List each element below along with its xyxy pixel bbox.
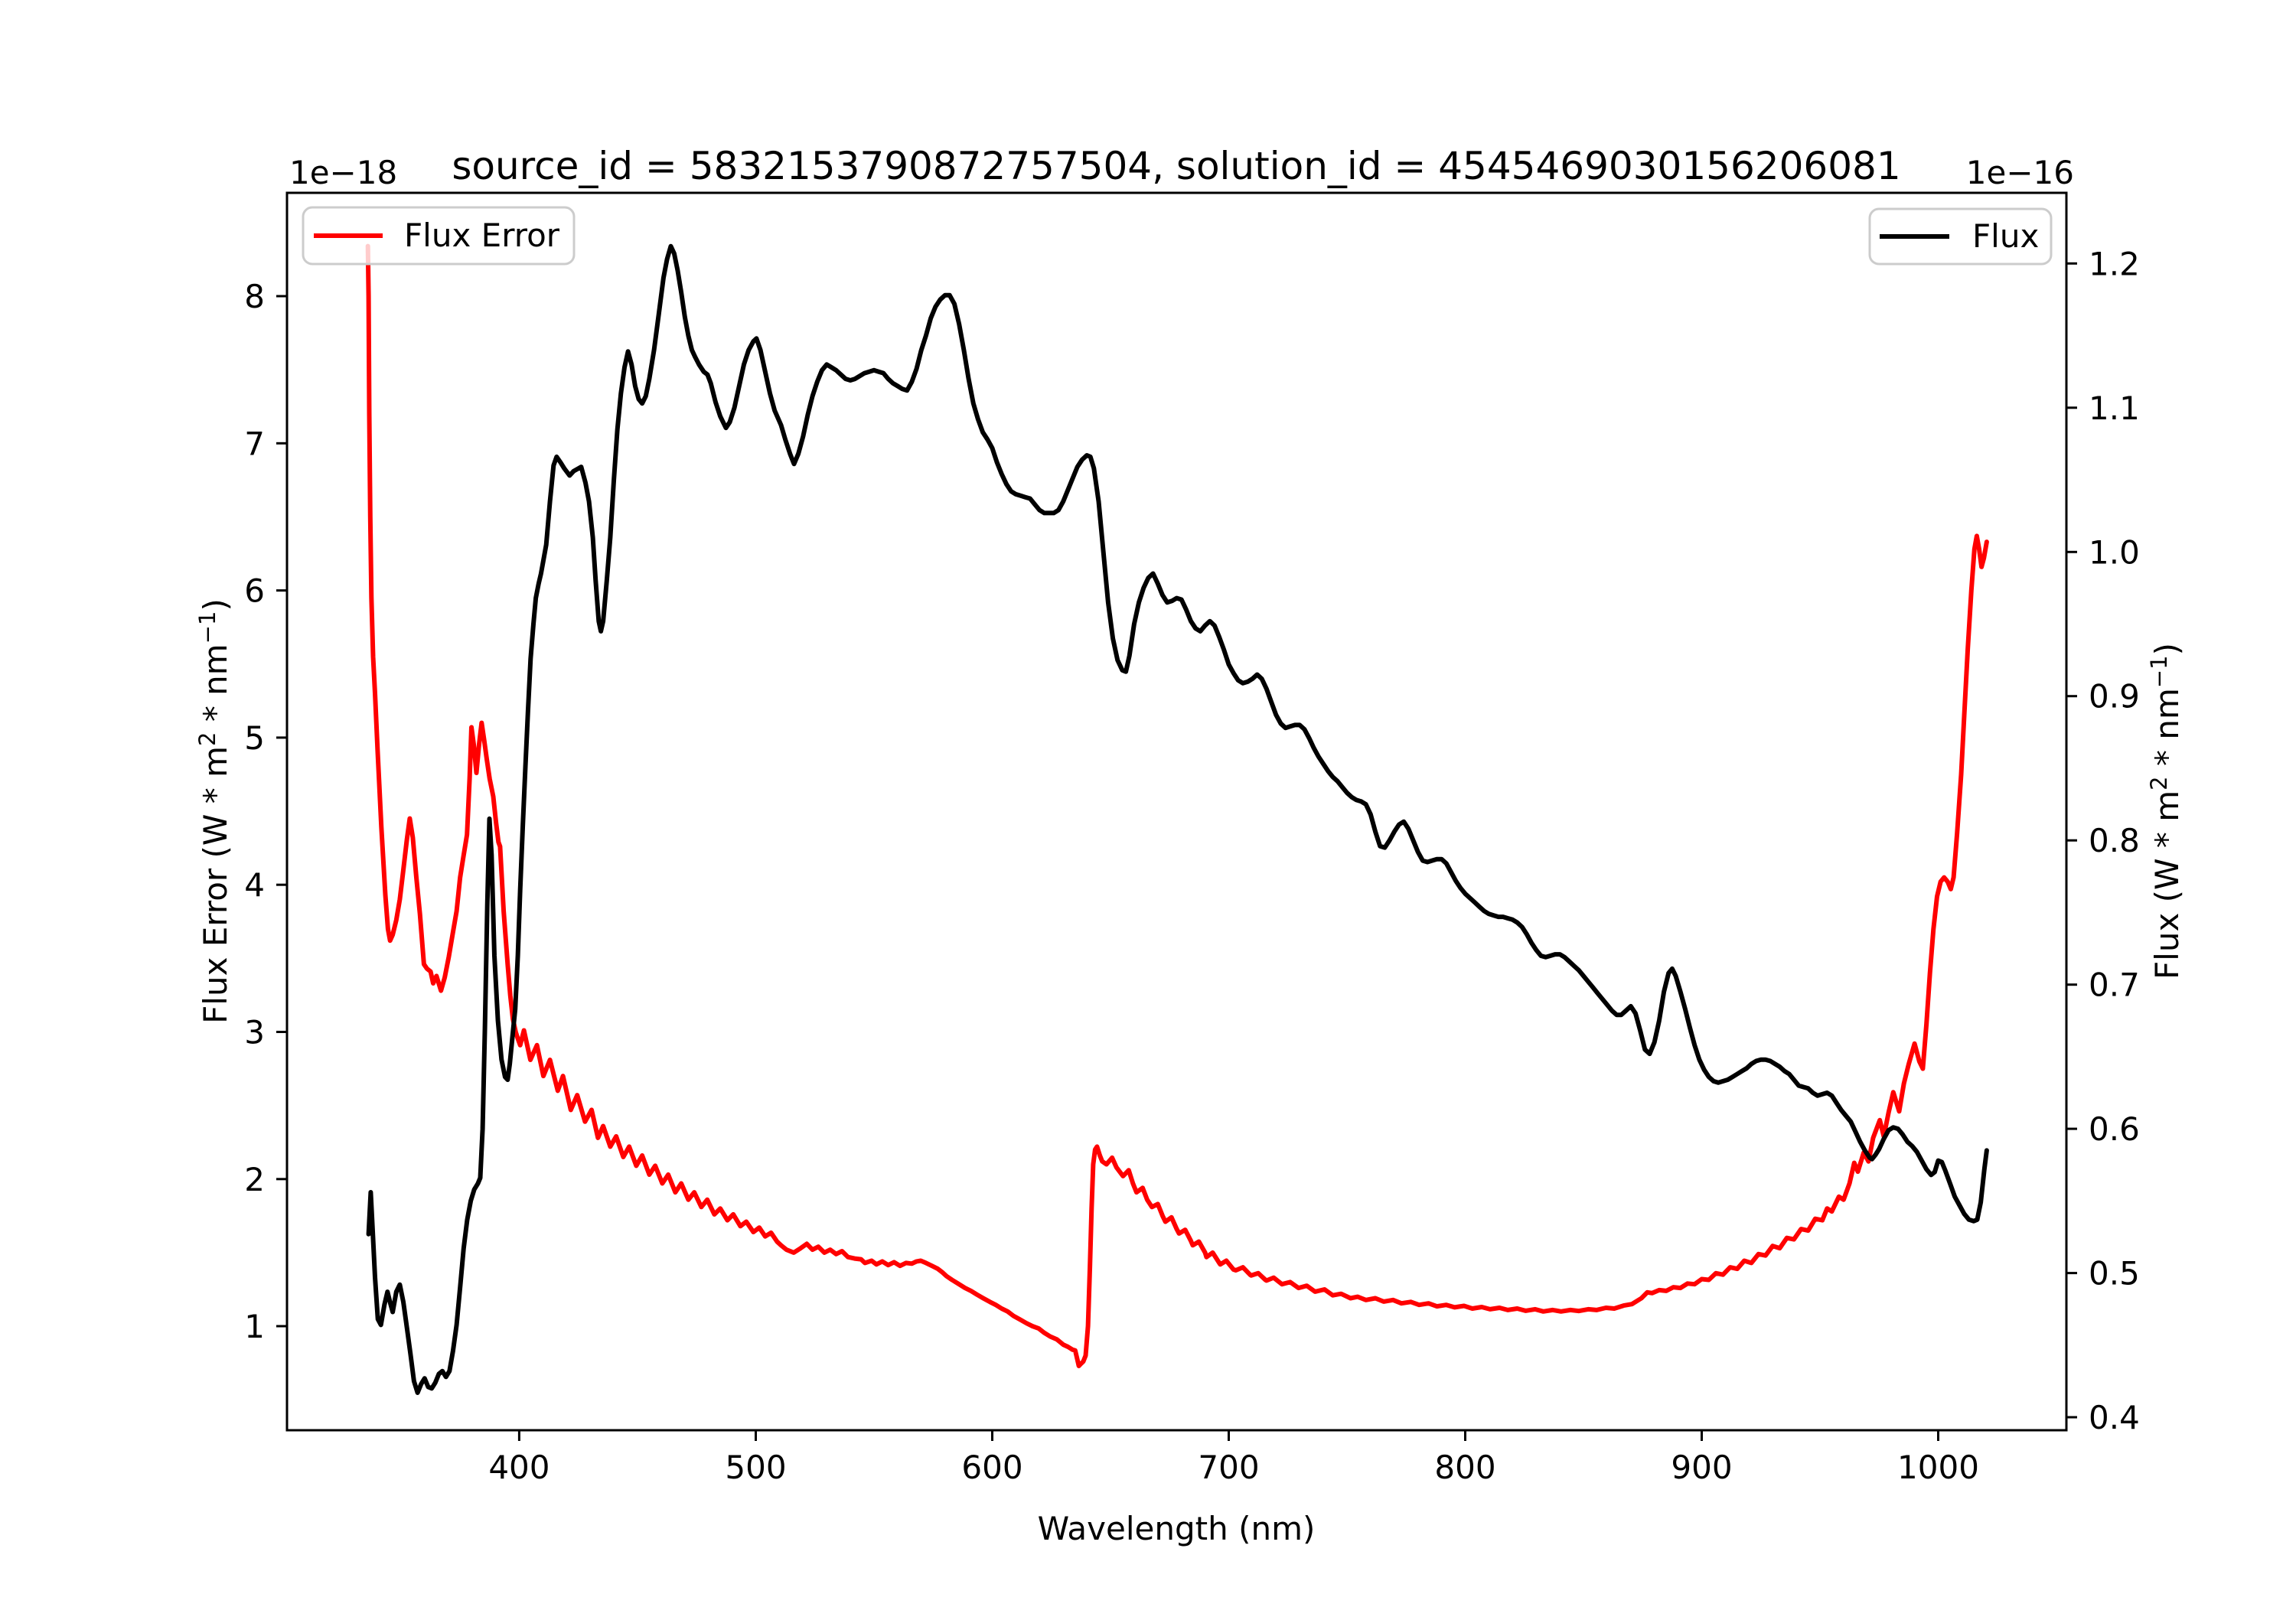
- legend-flux-error-box: [302, 206, 576, 266]
- y-left-tick-label: 7: [244, 425, 265, 462]
- chart-title: source_id = 5832153790872757504, solutio…: [452, 144, 1900, 188]
- y-right-label-text2: * nm: [2148, 688, 2186, 776]
- y-left-tick-label: 8: [244, 278, 265, 315]
- plot-border: [285, 191, 2068, 1432]
- legend-flux-error: Flux Error: [302, 206, 576, 266]
- y-right-label-sup-minus1: −1: [2146, 655, 2172, 688]
- x-tick-label: 400: [488, 1449, 550, 1486]
- y-left-label-sup-minus1: −1: [194, 611, 220, 644]
- y-right-tick-label: 0.8: [2089, 822, 2140, 859]
- y-right-label-close: ): [2148, 643, 2186, 655]
- x-axis-label: Wavelength (nm): [1038, 1510, 1316, 1547]
- y-right-axis-ticks: 0.4 0.5 0.6 0.7 0.8 0.9 1.0 1.1 1.2: [2066, 245, 2140, 1436]
- y-left-label-close: ): [197, 598, 234, 611]
- legend-flux-box: [1868, 207, 2053, 266]
- legend-flux-error-label: Flux Error: [404, 217, 560, 254]
- y-right-label-text: Flux (W * m: [2148, 790, 2186, 980]
- flux-line: [366, 243, 1989, 1395]
- legend-flux-label: Flux: [1972, 217, 2039, 255]
- x-tick-label: 500: [725, 1449, 786, 1486]
- x-tick-label: 700: [1198, 1449, 1259, 1486]
- legend-flux: Flux: [1868, 207, 2053, 266]
- y-right-axis-label: Flux (W * m2 * nm−1): [2146, 643, 2186, 980]
- y-right-tick-label: 0.4: [2089, 1399, 2140, 1436]
- y-right-tick-label: 1.2: [2089, 245, 2140, 282]
- x-tick-label: 800: [1434, 1449, 1495, 1486]
- y-right-tick-label: 1.1: [2089, 390, 2140, 427]
- y-left-tick-label: 3: [244, 1014, 265, 1051]
- y-left-tick-label: 1: [244, 1308, 265, 1345]
- y-left-tick-label: 4: [244, 866, 265, 904]
- y-right-tick-label: 0.6: [2089, 1110, 2140, 1148]
- y-right-tick-label: 0.9: [2089, 678, 2140, 715]
- x-tick-label: 900: [1671, 1449, 1732, 1486]
- y-right-tick-label: 0.7: [2089, 966, 2140, 1004]
- y-right-tick-label: 0.5: [2089, 1255, 2140, 1292]
- y-left-tick-label: 2: [244, 1161, 265, 1198]
- y-right-tick-label: 1.0: [2089, 533, 2140, 571]
- y-left-offset-label: 1e−18: [289, 154, 397, 191]
- y-left-tick-label: 6: [244, 572, 265, 610]
- y-left-label-text2: * nm: [197, 644, 234, 732]
- x-tick-label: 600: [961, 1449, 1022, 1486]
- y-left-axis-ticks: 1 2 3 4 5 6 7 8: [244, 278, 287, 1345]
- y-left-axis-label: Flux Error (W * m2 * nm−1): [194, 598, 234, 1024]
- y-right-label-sup-2: 2: [2146, 776, 2172, 790]
- x-tick-label: 1000: [1897, 1449, 1979, 1486]
- y-left-label-sup-2: 2: [194, 732, 220, 746]
- x-axis-ticks: 400 500 600 700 800 900 1000: [488, 1430, 1979, 1486]
- y-left-tick-label: 5: [244, 719, 265, 757]
- y-right-offset-label: 1e−16: [1966, 154, 2074, 191]
- y-left-label-text: Flux Error (W * m: [197, 746, 234, 1024]
